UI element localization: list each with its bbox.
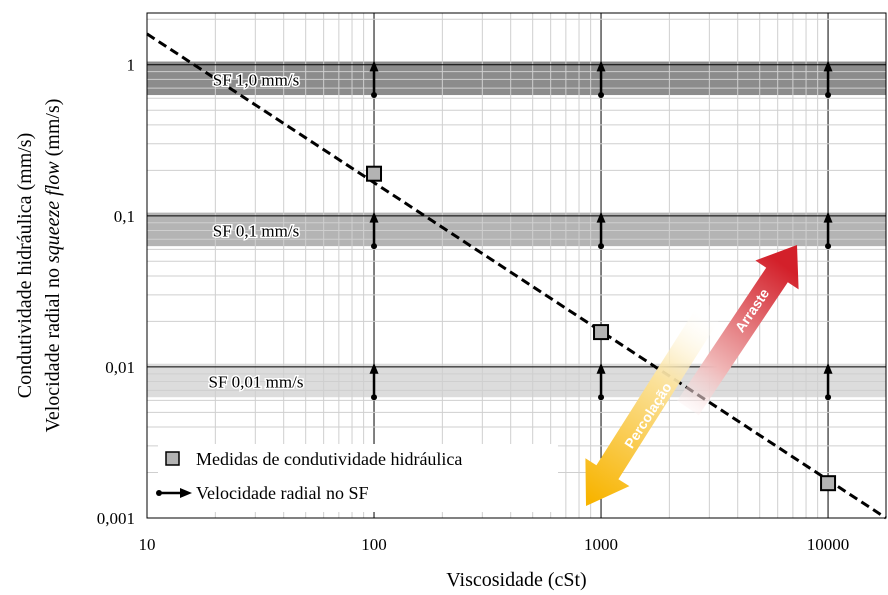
percolacao-arrow [585,300,723,506]
sf-bands [147,61,886,398]
sf-arrow-dot [598,394,605,401]
y-axis-title-line2: Velocidade radial no squeeze flow (mm/s) [42,99,64,433]
trendline-dashed [146,32,887,520]
sf-velocity-arrow [369,362,379,401]
sf-arrow-dot [825,243,832,250]
y-axis-title-line2-italic: squeeze flow [42,161,64,263]
sf-velocity-arrow [823,211,833,250]
sf-band-0 [147,61,886,96]
x-axis-title: Viscosidade (cSt) [446,569,586,591]
sf-velocity-arrow [596,362,606,401]
sf-velocity-arrow [596,60,606,99]
y-tick-label: 0,001 [97,509,135,528]
x-tick-label: 1000 [584,535,618,554]
sf-velocity-arrow [596,211,606,250]
sf-arrow-head [369,211,379,223]
sf-band-1 [147,212,886,247]
sf-arrow-head [596,211,606,223]
legend-background [158,444,558,512]
sf-arrow-head [823,60,833,72]
arraste-arrow [677,245,799,416]
sf-velocity-arrow [369,211,379,250]
band-label-0: SF 1,0 mm/s [213,70,299,89]
sf-velocity-arrow [369,60,379,99]
plot-frame [146,12,887,519]
conductivity-point [366,165,383,182]
sf-arrow-dot [598,243,605,250]
sf-arrow-head [369,60,379,72]
sf-velocity-arrows [369,60,833,401]
legend-marker-arrowhead [180,488,192,498]
sf-velocity-arrow [823,362,833,401]
sf-band-2 [147,363,886,398]
y-axis-title-line1: Condutividade hidráulica (mm/s) [14,133,36,399]
band-labels: SF 1,0 mm/s SF 0,1 mm/s SF 0,01 mm/s [207,69,305,393]
sf-arrow-dot [371,243,378,250]
y-tick-label: 0,1 [114,207,135,226]
band-label-1: SF 0,1 mm/s [213,221,299,240]
sf-arrow-dot [371,394,378,401]
trendline-layer [146,32,887,520]
sf-arrow-dot [825,92,832,99]
x-tick-label: 100 [361,535,387,554]
y-axis-title-line2-suffix: (mm/s) [42,99,64,162]
conductivity-point [820,475,837,492]
legend-label-velocity: Velocidade radial no SF [196,483,368,503]
conductivity-point [593,324,610,341]
legend: Medidas de condutividade hidráulica Veloc… [156,444,558,512]
sf-arrow-head [823,362,833,374]
x-tick-label: 10 [139,535,156,554]
sf-arrow-dot [598,92,605,99]
axes: 10 100 1000 10000 0,001 0,01 0,1 1 Viscosidade (… [14,12,887,591]
sf-arrow-dot [371,92,378,99]
y-tick-label: 0,01 [105,358,135,377]
sf-velocity-arrow [823,60,833,99]
conductivity-points [366,165,837,492]
sf-arrow-dot [825,394,832,401]
legend-marker-square [165,451,180,466]
band-label-2: SF 0,01 mm/s [209,373,304,392]
y-tick-label: 1 [127,56,136,75]
x-tick-label: 10000 [807,535,850,554]
sf-arrow-head [369,362,379,374]
sf-arrow-head [596,362,606,374]
legend-label-conductivity: Medidas de condutividade hidráulica [196,449,462,469]
sf-arrow-head [823,211,833,223]
y-axis-title-line2-prefix: Velocidade radial no [42,263,64,432]
sf-arrow-head [596,60,606,72]
